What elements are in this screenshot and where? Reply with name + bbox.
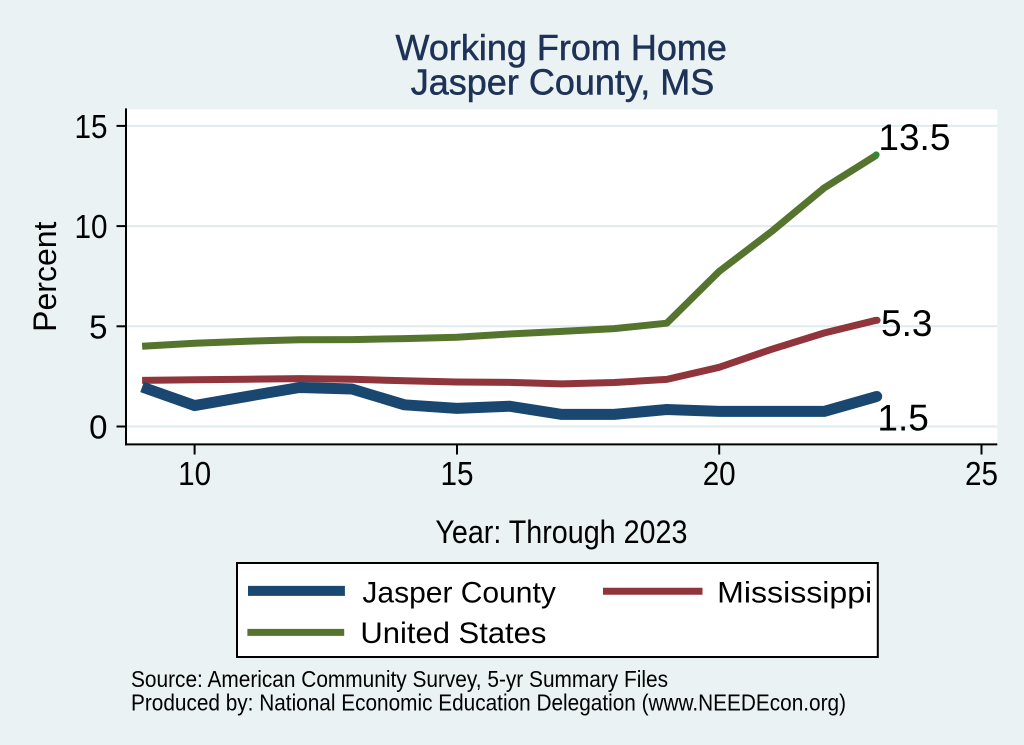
svg-text:5: 5	[89, 308, 107, 345]
svg-text:Percent: Percent	[27, 221, 63, 331]
svg-text:20: 20	[703, 455, 736, 492]
svg-text:Jasper County: Jasper County	[362, 576, 555, 609]
svg-text:13.5: 13.5	[878, 117, 950, 158]
svg-text:United States: United States	[360, 617, 546, 650]
svg-text:Jasper County, MS: Jasper County, MS	[411, 62, 714, 103]
svg-text:0: 0	[89, 409, 107, 446]
svg-text:1.5: 1.5	[877, 398, 928, 439]
svg-text:15: 15	[441, 455, 474, 492]
svg-text:15: 15	[75, 108, 108, 145]
svg-text:Produced by: National Economic: Produced by: National Economic Education…	[131, 689, 846, 715]
svg-text:10: 10	[178, 455, 211, 492]
svg-text:10: 10	[75, 208, 108, 245]
svg-text:Mississippi: Mississippi	[717, 576, 872, 609]
svg-text:Source: American Community Sur: Source: American Community Survey, 5-yr …	[131, 666, 668, 692]
svg-text:25: 25	[965, 455, 998, 492]
svg-text:Working From Home: Working From Home	[395, 27, 726, 68]
svg-text:Year: Through 2023: Year: Through 2023	[435, 514, 687, 550]
svg-text:5.3: 5.3	[881, 303, 932, 344]
